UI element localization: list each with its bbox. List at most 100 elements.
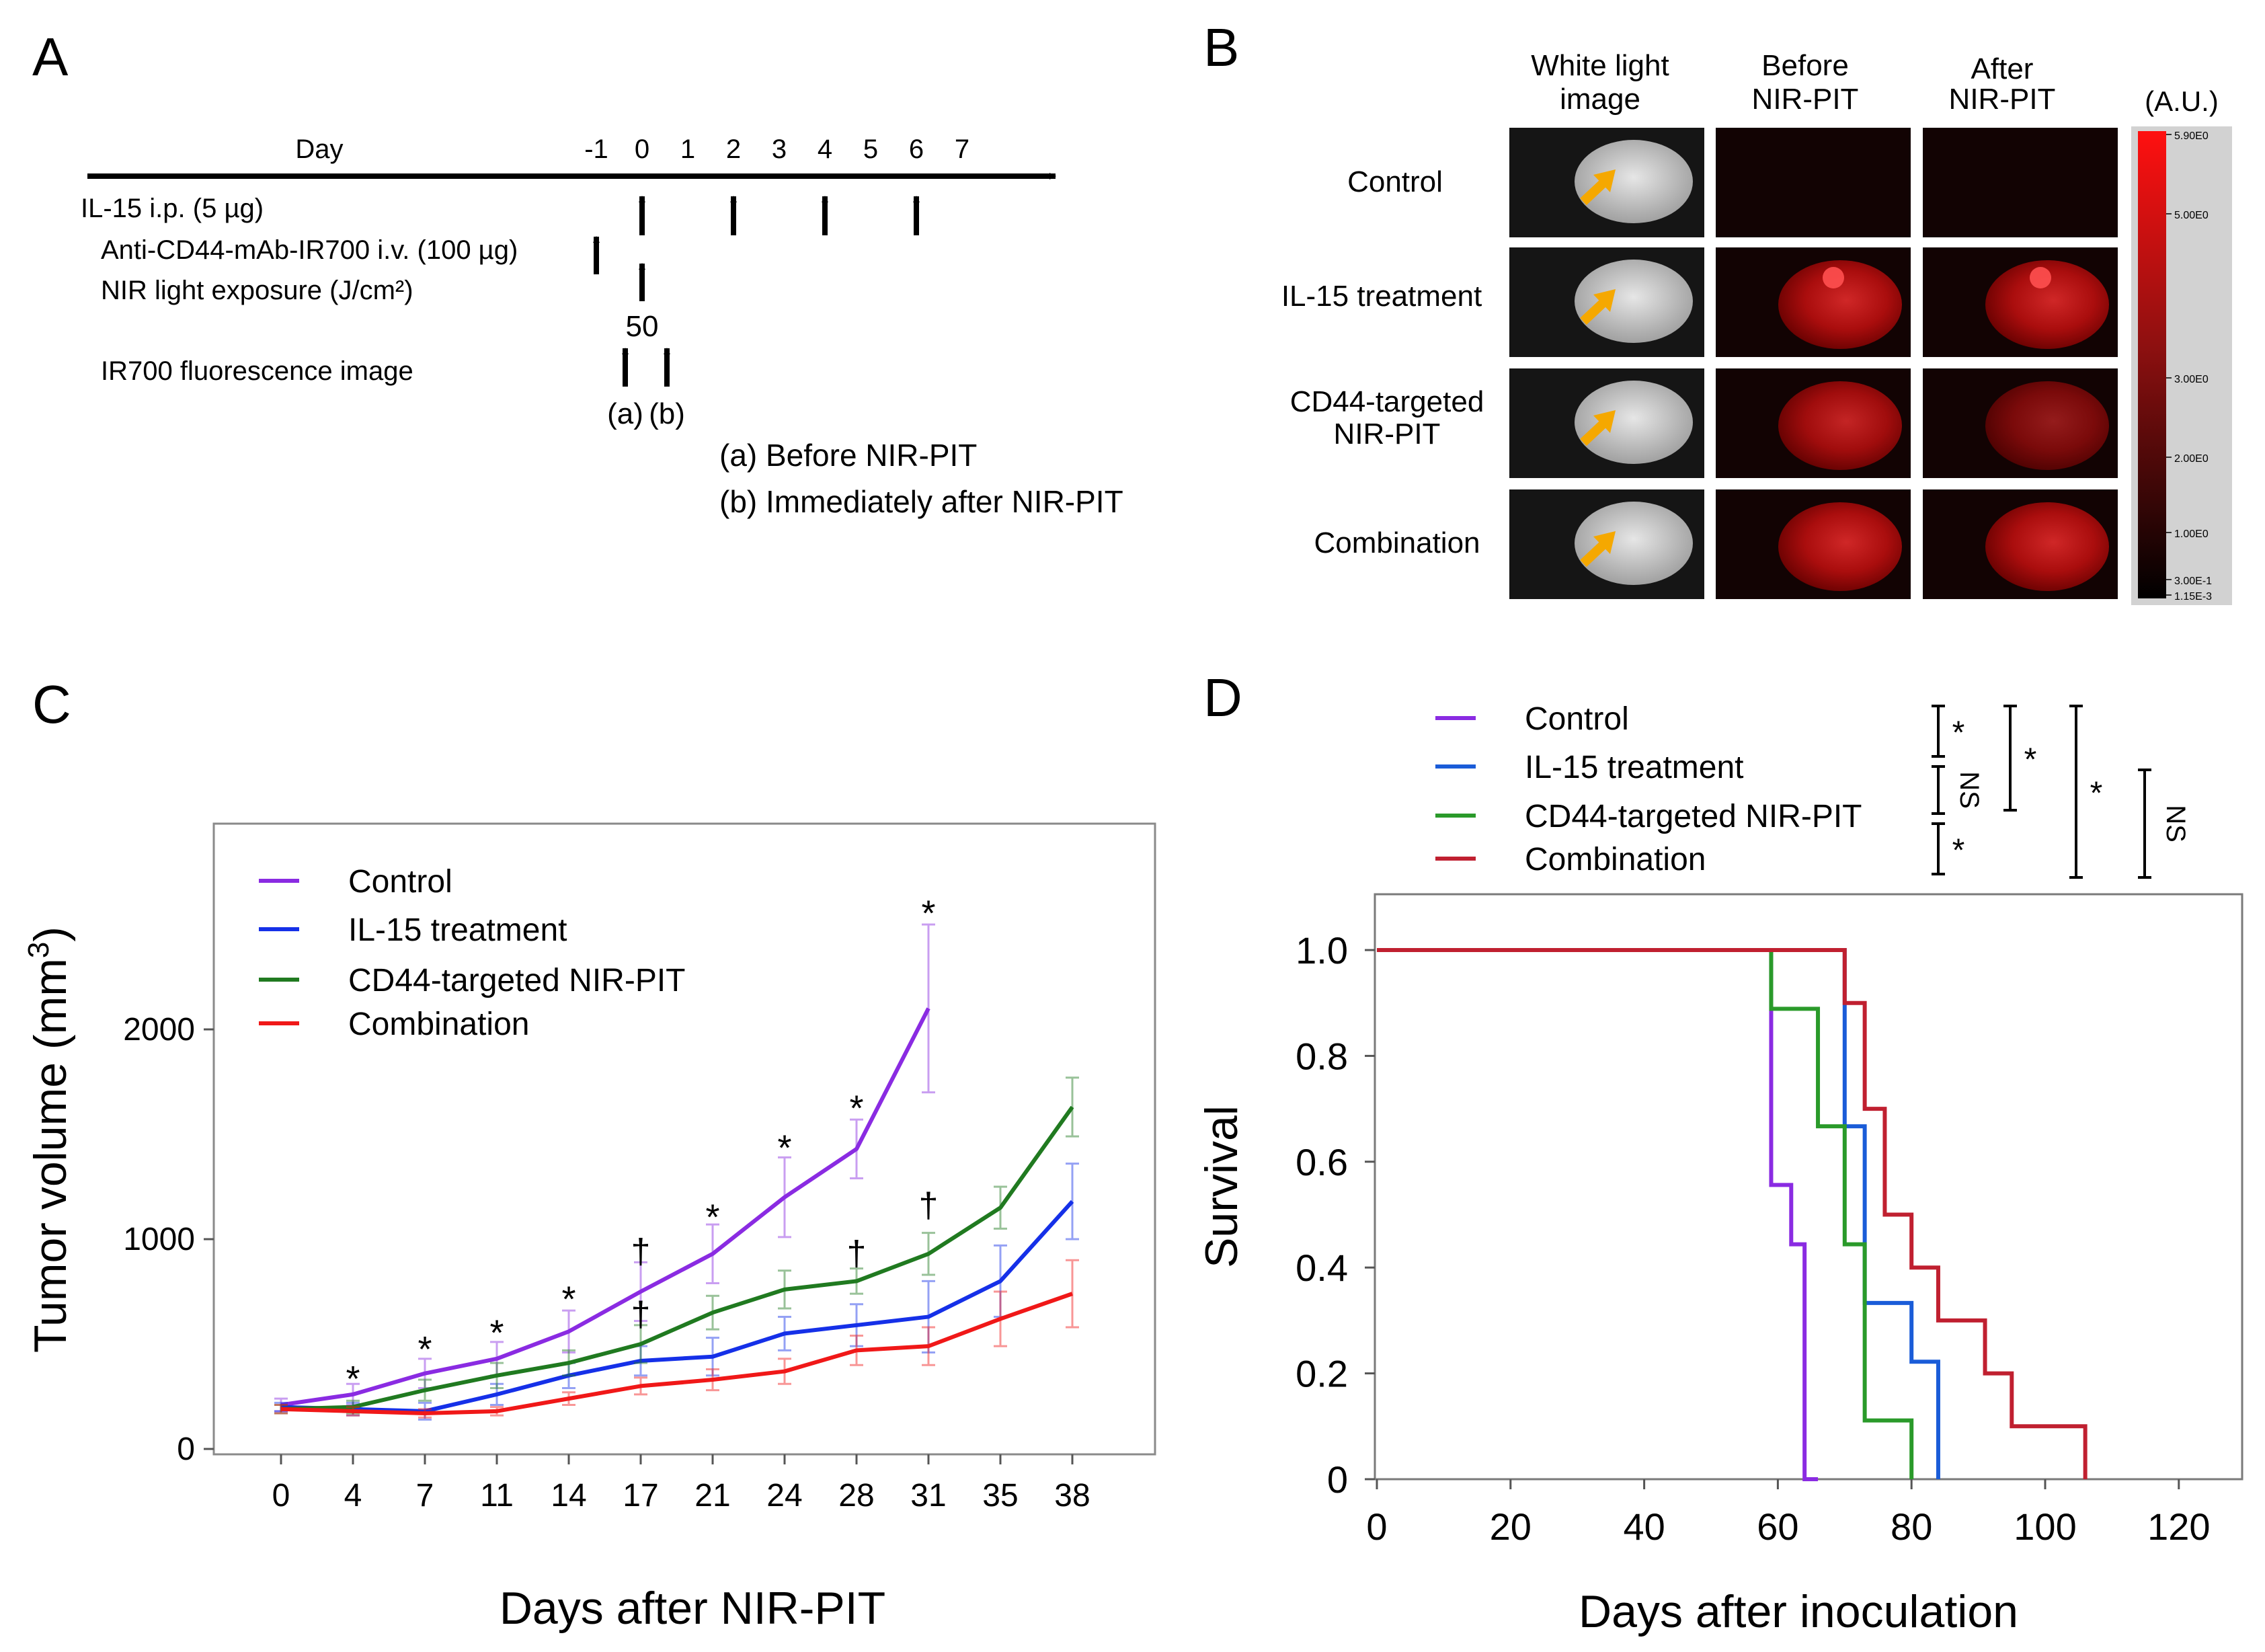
- sig-label-4: *: [2090, 776, 2103, 812]
- colorbar-gradient: [2138, 131, 2166, 598]
- tumor-legend-label-2: CD44-targeted NIR-PIT: [348, 963, 686, 998]
- colorbar-tick-2: 3.00E0: [2174, 374, 2209, 385]
- tumor-annotation-3: *: [561, 1279, 575, 1319]
- tumor-x-label-21: 21: [694, 1478, 730, 1513]
- signal-hotspot-r1-c1: [1823, 267, 1844, 288]
- tumor-x-label-24: 24: [766, 1478, 802, 1513]
- colorbar-ticks: 5.90E0 5.00E0 3.00E0 2.00E0 1.00E0 3.00E-1 1.1…: [2166, 130, 2212, 602]
- panel-label-a: A: [32, 27, 69, 87]
- survival-series: [1377, 948, 2088, 1481]
- tumor-shape-r1: [1575, 260, 1693, 343]
- tumor-annotation-1: *: [418, 1329, 432, 1370]
- tumor-shape-r0: [1575, 140, 1693, 223]
- timeline-day-1: 1: [680, 134, 695, 164]
- tumor-arrow-head-r2: [1593, 410, 1616, 433]
- tumor-annotation-7: *: [777, 1128, 791, 1169]
- survival-x-label-80: 80: [1891, 1505, 1932, 1548]
- signal-blob-r3-c2: [1985, 502, 2109, 591]
- imaging-col-white-1: White light: [1531, 49, 1669, 82]
- timeline-marker-a: (a): [607, 397, 643, 430]
- imaging-row-il15: IL-15 treatment: [1281, 280, 1482, 313]
- colorbar-tick-5: 3.00E-1: [2174, 576, 2212, 587]
- colorbar-tick-1: 5.00E0: [2174, 210, 2209, 221]
- colorbar-label: (A.U.): [2145, 85, 2219, 117]
- survival-x-axis-title: Days after inoculation: [1579, 1586, 2018, 1637]
- timeline-row-il15: IL-15 i.p. (5 µg): [81, 194, 264, 223]
- tumor-line-combination: [280, 1292, 1073, 1415]
- imaging-col-after-2: NIR-PIT: [1949, 83, 2056, 116]
- sig-label-2: *: [1952, 833, 1965, 869]
- survival-significance: * NS * * * NS: [1932, 705, 2190, 879]
- tumor-legend-label-1: IL-15 treatment: [348, 912, 567, 948]
- tumor-annotation-2: *: [489, 1312, 504, 1353]
- imaging-col-before-1: Before: [1761, 49, 1849, 82]
- survival-y-label-0.2: 0.2: [1296, 1353, 1348, 1395]
- timeline-legend-a: (a) Before NIR-PIT: [719, 438, 977, 473]
- panel-label-b: B: [1203, 17, 1239, 77]
- tumor-x-label-7: 7: [416, 1478, 434, 1513]
- sig-bracket-4: [2069, 705, 2083, 879]
- tumor-x-label-17: 17: [623, 1478, 658, 1513]
- timeline-row-imaging: IR700 fluorescence image: [101, 356, 413, 386]
- signal-blob-r1-c1: [1778, 260, 1902, 349]
- timeline-day-6: 6: [909, 134, 924, 164]
- timeline-day-3: 3: [772, 134, 787, 164]
- tumor-x-axis-title: Days after NIR-PIT: [500, 1583, 885, 1634]
- tumor-shape-r2: [1575, 381, 1693, 464]
- timeline-legend-b: (b) Immediately after NIR-PIT: [719, 484, 1123, 519]
- tumor-arrow-shaft-r1: [1580, 299, 1607, 325]
- sig-bracket-1: [1932, 765, 1945, 815]
- panel-label-d: D: [1203, 668, 1242, 727]
- image-cell-r0-c2: [1923, 128, 2118, 237]
- tumor-arrow-head-r3: [1593, 531, 1616, 554]
- tumor-annotation-4: †: [631, 1232, 651, 1271]
- tumor-arrow-shaft-r3: [1580, 541, 1607, 567]
- tumor-legend-label-3: Combination: [348, 1007, 529, 1042]
- survival-chart: 0 20 40 60 80 100 120 0 0.2 0.4 0.6 0.8 1.0 Control I…: [1196, 701, 2243, 1637]
- timeline-day-4: 4: [818, 134, 832, 164]
- imaging-grid: [1509, 128, 2118, 599]
- survival-legend: Control IL-15 treatment CD44-targeted NIR-…: [1435, 701, 1862, 877]
- survival-y-label-0.8: 0.8: [1296, 1035, 1348, 1077]
- survival-legend-label-3: Combination: [1525, 842, 1706, 877]
- survival-legend-label-1: IL-15 treatment: [1525, 750, 1744, 785]
- signal-hotspot-r1-c2: [2030, 267, 2051, 288]
- tumor-annotations: * * * * † † * * * † † *: [346, 893, 938, 1399]
- tumor-y-axis-title: Tumor volume (mm3): [22, 927, 76, 1353]
- survival-curve-il-15-treatment: [1377, 948, 1940, 1479]
- tumor-arrow-head-r1: [1593, 289, 1616, 312]
- timeline-panel: Day -1 0 1 2 3 4 5 6 7 IL-15 i.p. (5 µg) Anti-CD…: [81, 134, 1123, 519]
- tumor-line-cd44-targeted-nir-pit: [280, 1105, 1074, 1411]
- tumor-x-label-11: 11: [480, 1478, 514, 1513]
- sig-label-1: NS: [1954, 771, 1984, 809]
- tumor-y-label-0: 0: [177, 1431, 195, 1467]
- signal-blob-r3-c1: [1778, 502, 1902, 591]
- survival-y-axis-title: Survival: [1196, 1105, 1247, 1268]
- colorbar-tick-4: 1.00E0: [2174, 528, 2209, 540]
- tumor-annotation-6: *: [705, 1197, 719, 1238]
- sig-bracket-0: [1932, 705, 1945, 758]
- survival-x-label-100: 100: [2014, 1505, 2076, 1548]
- colorbar-tick-3: 2.00E0: [2174, 453, 2209, 465]
- imaging-row-combination: Combination: [1314, 526, 1480, 559]
- imaging-row-control: Control: [1347, 165, 1443, 198]
- timeline-row-antibody: Anti-CD44-mAb-IR700 i.v. (100 µg): [101, 235, 518, 265]
- timeline-day-label: Day: [295, 134, 343, 164]
- timeline-marker-b: (b): [649, 397, 685, 430]
- colorbar-tick-0: 5.90E0: [2174, 130, 2209, 142]
- tumor-line-il-15-treatment: [280, 1199, 1074, 1413]
- imaging-col-white-2: image: [1560, 83, 1640, 116]
- survival-y-label-0: 0: [1327, 1458, 1348, 1501]
- tumor-annotation-5: †: [631, 1295, 651, 1334]
- tumor-arrow-shaft-r0: [1580, 179, 1607, 206]
- tumor-shape-r3: [1575, 502, 1693, 585]
- survival-y-label-0.6: 0.6: [1296, 1141, 1348, 1183]
- survival-plot-frame: [1374, 893, 2243, 1481]
- timeline-day-ticks: -1 0 1 2 3 4 5 6 7: [584, 134, 969, 164]
- survival-x-label-60: 60: [1757, 1505, 1798, 1548]
- tumor-y-label-2000: 2000: [123, 1012, 195, 1048]
- timeline-day-0: 0: [635, 134, 649, 164]
- tumor-plot-frame: [212, 822, 1156, 1456]
- tumor-annotation-8: *: [849, 1088, 863, 1128]
- survival-x-label-40: 40: [1623, 1505, 1665, 1548]
